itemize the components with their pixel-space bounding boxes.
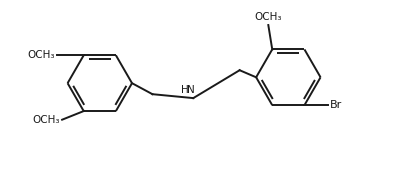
Text: H: H [181,85,188,95]
Text: OCH₃: OCH₃ [32,115,60,125]
Text: N: N [187,85,195,95]
Text: OCH₃: OCH₃ [27,50,55,60]
Text: OCH₃: OCH₃ [255,12,282,22]
Text: Br: Br [330,100,342,110]
